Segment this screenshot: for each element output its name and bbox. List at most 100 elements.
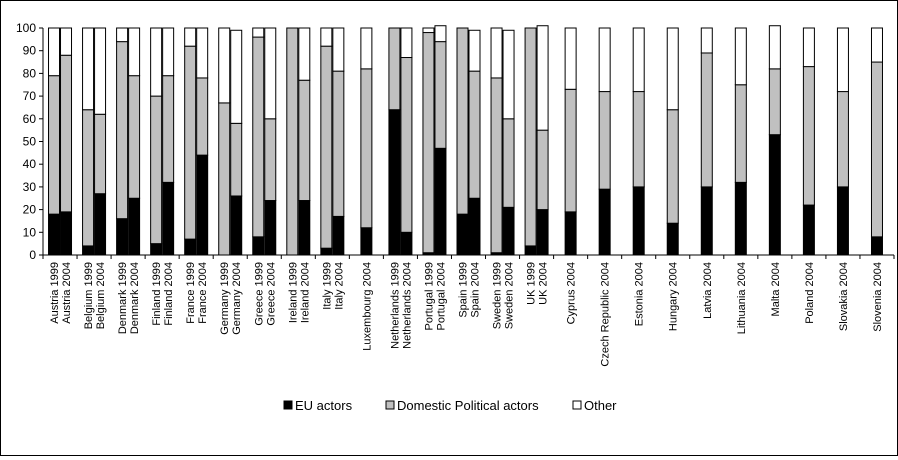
y-tick-label: 30 [23,180,37,194]
bar-segment [116,27,129,43]
x-tick-label: Sweden 2004 [504,262,516,329]
bar-segment [632,27,645,93]
bar-segment [524,245,537,256]
x-tick-label: France 2004 [197,262,209,324]
x-tick-label: Italy 2004 [333,262,345,310]
bar-segment [60,211,73,256]
bar-segment [536,25,549,131]
bar-segment [286,27,299,256]
bar-segment [870,27,883,63]
bar-segment [734,181,747,256]
bar-segment [48,27,61,77]
bar-segment [252,36,265,238]
x-tick-label: Luxembourg 2004 [361,262,373,351]
x-tick-label: Malta 2004 [770,262,782,316]
bar-segment [298,79,311,202]
y-tick-label: 60 [23,112,37,126]
x-tick-label: Austria 1999 [49,262,61,324]
x-tick-label: Greece 1999 [253,262,265,326]
bar-segment [836,186,849,256]
bar-segment [82,109,95,247]
bar-segment [320,45,333,249]
bar-segment [332,70,345,217]
bar-segment [490,77,503,254]
x-tick-label: Belgium 2004 [95,262,107,329]
bar-segment [768,68,781,136]
bar-segment [734,84,747,183]
bar-segment [598,188,611,256]
bar-segment [598,91,611,190]
bar-segment [218,27,231,104]
legend-swatch [385,400,395,410]
x-tick-label: Germany 1999 [219,262,231,335]
bar-segment [490,27,503,79]
axes: 0 10 20 30 40 50 60 70 80 90 100 [16,21,895,262]
bar-segment [264,200,277,256]
bar-segment [48,213,61,256]
x-tick-label: Czech Republic 2004 [600,262,612,367]
bar-segment [184,238,197,256]
x-tick-label: Latvia 2004 [702,262,714,319]
bar-segment [298,200,311,256]
y-tick-label: 100 [16,21,36,35]
x-tick-label: Hungary 2004 [668,262,680,331]
bar-segment [768,25,781,70]
x-tick-label: France 1999 [185,262,197,324]
bar-segment [564,88,577,213]
x-tick-label: Denmark 2004 [129,262,141,334]
bar-segment [230,29,243,124]
x-tick-label: Spain 2004 [470,262,482,318]
bar-segment [196,27,209,79]
bar-segment [184,45,197,240]
bar-segment [632,91,645,188]
bar-segment [632,186,645,256]
bar-segment [456,27,469,215]
bar-segment [700,186,713,256]
bar-segment [468,29,481,72]
legend-label: Domestic Political actors [397,398,539,413]
bar-segment [320,247,333,256]
x-tick-label: Sweden 1999 [492,262,504,329]
bar-segment [502,29,515,120]
bar-segment [128,75,141,199]
x-tick-label: Germany 2004 [231,262,243,335]
bar-segment [332,27,345,72]
x-tick-label: Lithuania 2004 [736,262,748,334]
x-tick-labels: Austria 1999 Austria 2004 Belgium 1999 Belg… [49,262,884,367]
bar-segment [400,231,413,256]
x-tick-label: Finland 2004 [163,262,175,326]
bar-segment [360,227,373,256]
bar-segment [230,122,243,197]
bar-segment [666,109,679,224]
bar-segment [60,27,73,56]
bar-segment [456,213,469,256]
x-tick-label: Cyprus 2004 [566,262,578,324]
x-tick-label: Italy 1999 [321,262,333,310]
bar-segment [836,27,849,93]
legend-swatch [283,400,293,410]
bar-segment [128,197,141,256]
bar-segment [700,27,713,54]
legend-label: EU actors [295,398,353,413]
bar-segment [332,215,345,256]
x-tick-label: Austria 2004 [61,262,73,324]
bar-segment [502,206,515,256]
bar-segment [82,245,95,256]
bar-segment [128,27,141,77]
bar-segment [836,91,849,188]
bars [48,25,883,256]
bar-segment [162,27,175,77]
bar-segment [82,27,95,111]
bar-segment [468,70,481,199]
bar-segment [162,181,175,256]
bar-segment [564,211,577,256]
x-tick-label: Belgium 1999 [83,262,95,329]
bar-segment [524,27,537,247]
bar-segment [400,27,413,59]
bar-segment [150,27,163,97]
bar-segment [388,27,401,111]
bar-segment [434,41,447,149]
bar-segment [564,27,577,90]
bar-segment [666,222,679,256]
